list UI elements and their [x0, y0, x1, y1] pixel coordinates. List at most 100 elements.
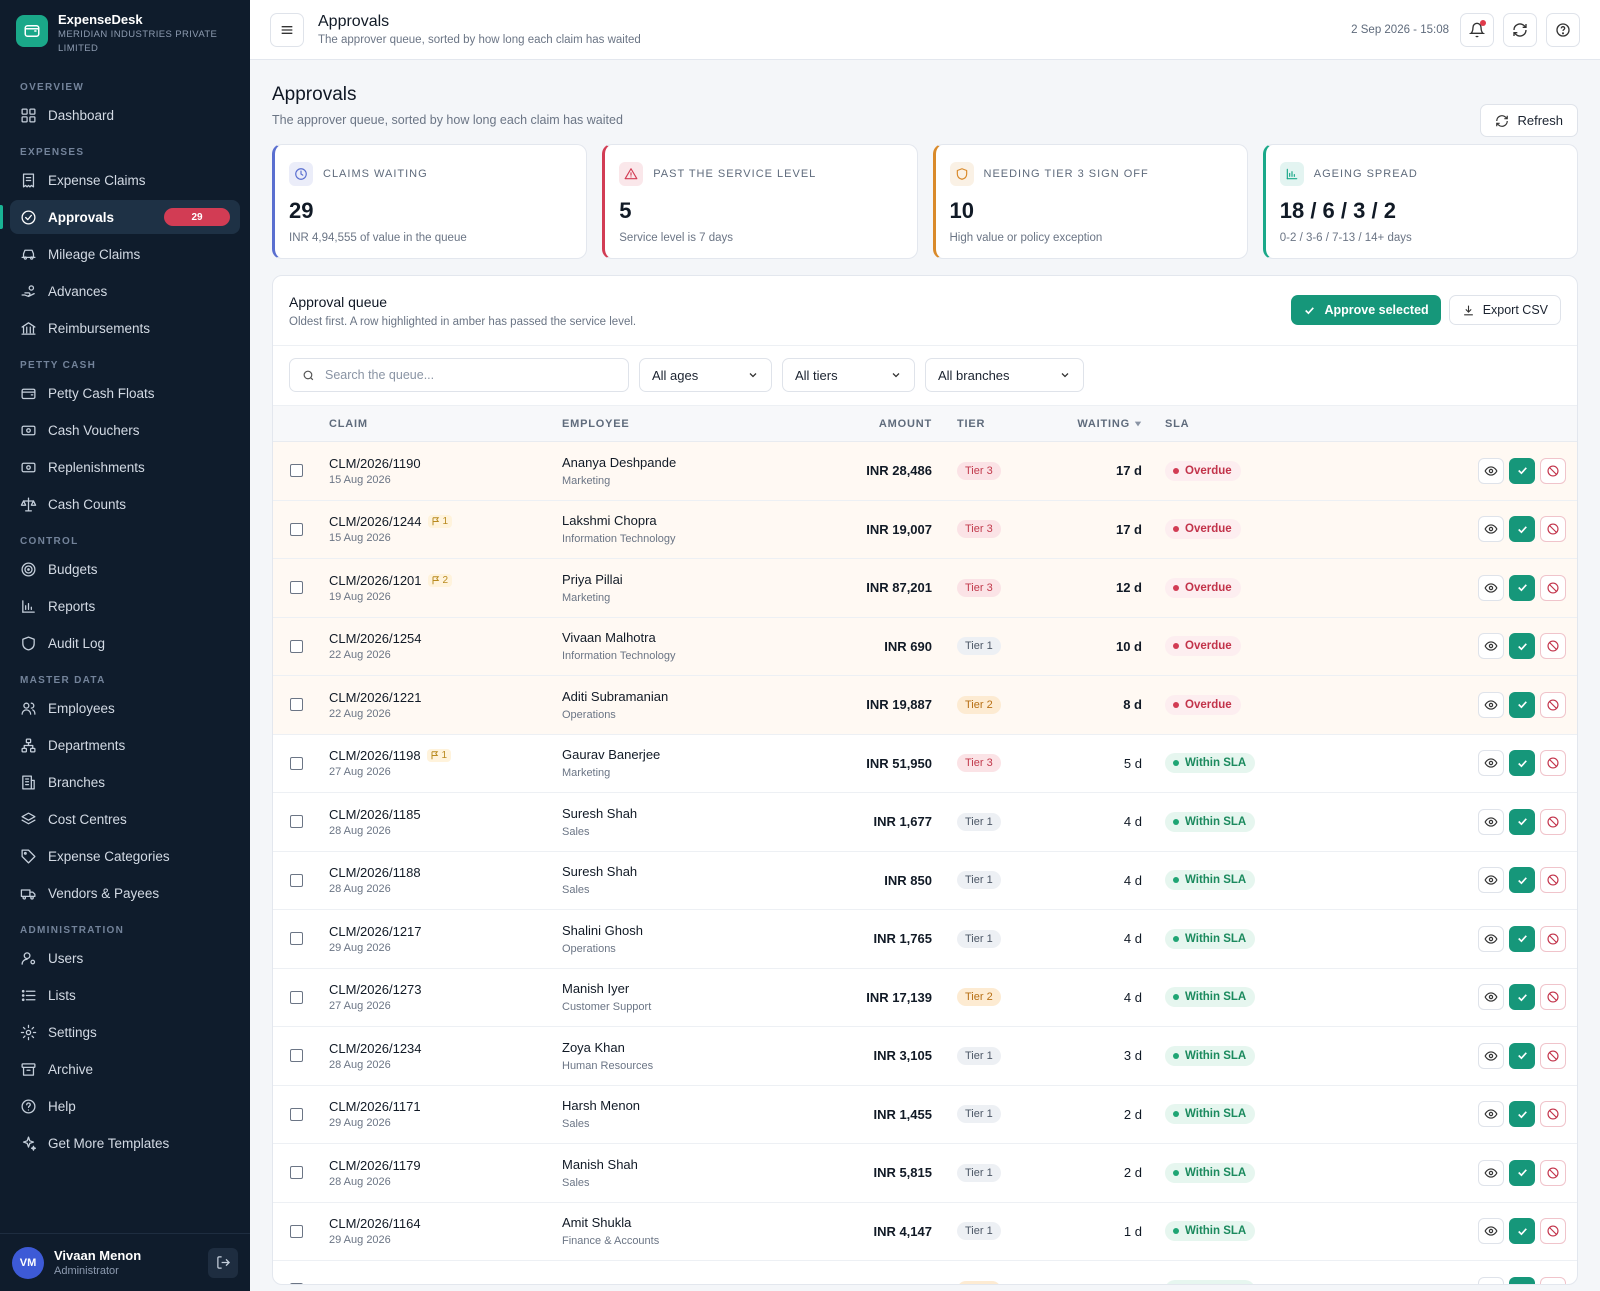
sidebar-item-audit-log[interactable]: Audit Log	[10, 626, 240, 660]
row-checkbox[interactable]	[290, 1049, 303, 1063]
row-checkbox[interactable]	[290, 815, 303, 829]
table-row[interactable]: CLM/2026/1244 1 15 Aug 2026 Lakshmi Chopr…	[273, 500, 1577, 559]
approve-button[interactable]	[1509, 516, 1535, 543]
reject-button[interactable]	[1540, 984, 1566, 1011]
view-button[interactable]	[1478, 984, 1504, 1011]
view-button[interactable]	[1478, 1159, 1504, 1186]
approve-button[interactable]	[1509, 633, 1535, 660]
reject-button[interactable]	[1540, 691, 1566, 718]
sidebar-item-settings[interactable]: Settings	[10, 1015, 240, 1049]
approve-button[interactable]	[1509, 1276, 1535, 1284]
export-csv-button[interactable]: Export CSV	[1448, 295, 1561, 325]
view-button[interactable]	[1478, 808, 1504, 835]
view-button[interactable]	[1478, 750, 1504, 777]
sidebar-item-branches[interactable]: Branches	[10, 765, 240, 799]
claim-id[interactable]: CLM/2026/1254	[329, 631, 422, 647]
reject-button[interactable]	[1540, 516, 1566, 543]
claim-id[interactable]: CLM/2026/1179	[329, 1157, 421, 1173]
reject-button[interactable]	[1540, 925, 1566, 952]
claim-id[interactable]: CLM/2026/1164	[329, 1216, 421, 1232]
approve-button[interactable]	[1509, 1159, 1535, 1186]
view-button[interactable]	[1478, 457, 1504, 484]
view-button[interactable]	[1478, 1101, 1504, 1128]
sidebar-item-replenishments[interactable]: Replenishments	[10, 450, 240, 484]
sidebar-item-approvals[interactable]: Approvals 29	[0, 200, 240, 234]
claim-id[interactable]: CLM/2026/1171	[329, 1099, 421, 1115]
sidebar-item-expense-claims[interactable]: Expense Claims	[10, 163, 240, 197]
claim-id[interactable]: CLM/2026/1221	[329, 689, 422, 705]
row-checkbox[interactable]	[290, 1224, 303, 1238]
row-checkbox[interactable]	[290, 756, 303, 770]
claim-id[interactable]: CLM/2026/1234	[329, 1040, 422, 1056]
reject-button[interactable]	[1540, 574, 1566, 601]
sync-button[interactable]	[1503, 12, 1537, 47]
table-row[interactable]: CLM/2026/1190 15 Aug 2026 Ananya Deshpan…	[273, 442, 1577, 501]
row-checkbox[interactable]	[290, 1107, 303, 1121]
table-row[interactable]: CLM/2026/1198 1 27 Aug 2026 Gaurav Banerj…	[273, 735, 1577, 793]
table-row[interactable]: CLM/2026/1188 28 Aug 2026 Suresh Shah Sa…	[273, 852, 1577, 910]
row-checkbox[interactable]	[290, 1166, 303, 1180]
sidebar-item-cash-counts[interactable]: Cash Counts	[10, 487, 240, 521]
sidebar-item-departments[interactable]: Departments	[10, 728, 240, 762]
view-button[interactable]	[1478, 1042, 1504, 1069]
column-amount[interactable]: AMOUNT	[878, 417, 932, 430]
row-checkbox[interactable]	[290, 698, 303, 712]
approve-button[interactable]	[1509, 925, 1535, 952]
logout-button[interactable]	[208, 1247, 238, 1278]
approve-button[interactable]	[1509, 867, 1535, 894]
sidebar-item-advances[interactable]: Advances	[10, 274, 240, 308]
sidebar-item-petty-cash-floats[interactable]: Petty Cash Floats	[10, 376, 240, 410]
view-button[interactable]	[1478, 574, 1504, 601]
search-input[interactable]: Search the queue...	[289, 358, 629, 392]
sidebar-item-get-more-templates[interactable]: Get More Templates	[10, 1126, 240, 1160]
approve-button[interactable]	[1509, 750, 1535, 777]
table-row[interactable]: CLM/2026/1179 28 Aug 2026 Manish Shah Sa…	[273, 1144, 1577, 1203]
approve-button[interactable]	[1509, 457, 1535, 484]
sidebar-item-dashboard[interactable]: Dashboard	[10, 98, 240, 132]
view-button[interactable]	[1478, 925, 1504, 952]
claim-id[interactable]: CLM/2026/1230	[329, 1282, 422, 1284]
help-button[interactable]	[1546, 12, 1580, 47]
table-row[interactable]: CLM/2026/1254 22 Aug 2026 Vivaan Malhotr…	[273, 617, 1577, 676]
age-filter-select[interactable]: All ages	[639, 358, 772, 392]
sidebar-item-mileage-claims[interactable]: Mileage Claims	[10, 237, 240, 271]
notifications-button[interactable]	[1460, 12, 1494, 47]
reject-button[interactable]	[1540, 1042, 1566, 1069]
row-checkbox[interactable]	[290, 639, 303, 653]
view-button[interactable]	[1478, 867, 1504, 894]
sidebar-item-cash-vouchers[interactable]: Cash Vouchers	[10, 413, 240, 447]
row-checkbox[interactable]	[290, 522, 303, 536]
reject-button[interactable]	[1540, 633, 1566, 660]
table-row[interactable]: CLM/2026/1164 29 Aug 2026 Amit Shukla Fi…	[273, 1203, 1577, 1261]
table-row[interactable]: CLM/2026/1171 29 Aug 2026 Harsh Menon Sa…	[273, 1086, 1577, 1144]
claim-id[interactable]: CLM/2026/1198	[329, 748, 421, 764]
approve-button[interactable]	[1509, 1042, 1535, 1069]
claim-id[interactable]: CLM/2026/1190	[329, 455, 421, 471]
sidebar-item-users[interactable]: Users	[10, 941, 240, 975]
view-button[interactable]	[1478, 633, 1504, 660]
table-row[interactable]: CLM/2026/1201 2 19 Aug 2026 Priya Pillai …	[273, 559, 1577, 618]
column-sla[interactable]: SLA	[1165, 417, 1190, 430]
claim-id[interactable]: CLM/2026/1201	[329, 572, 422, 588]
approve-selected-button[interactable]: Approve selected	[1291, 295, 1441, 325]
column-employee[interactable]: EMPLOYEE	[562, 417, 630, 430]
view-button[interactable]	[1478, 516, 1504, 543]
reject-button[interactable]	[1540, 750, 1566, 777]
approve-button[interactable]	[1509, 1218, 1535, 1245]
avatar[interactable]: VM	[12, 1246, 44, 1279]
row-checkbox[interactable]	[290, 581, 303, 595]
reject-button[interactable]	[1540, 1276, 1566, 1284]
approve-button[interactable]	[1509, 984, 1535, 1011]
row-checkbox[interactable]	[290, 873, 303, 887]
approve-button[interactable]	[1509, 808, 1535, 835]
refresh-button[interactable]: Refresh	[1480, 104, 1578, 137]
row-checkbox[interactable]	[290, 1283, 303, 1284]
claim-id[interactable]: CLM/2026/1188	[329, 865, 421, 881]
column-waiting[interactable]: WAITING	[1062, 418, 1142, 430]
sidebar-item-reimbursements[interactable]: Reimbursements	[10, 311, 240, 345]
claim-id[interactable]: CLM/2026/1273	[329, 982, 422, 998]
approve-button[interactable]	[1509, 691, 1535, 718]
table-row[interactable]: CLM/2026/1273 27 Aug 2026 Manish Iyer Cu…	[273, 969, 1577, 1027]
reject-button[interactable]	[1540, 808, 1566, 835]
row-checkbox[interactable]	[290, 932, 303, 946]
